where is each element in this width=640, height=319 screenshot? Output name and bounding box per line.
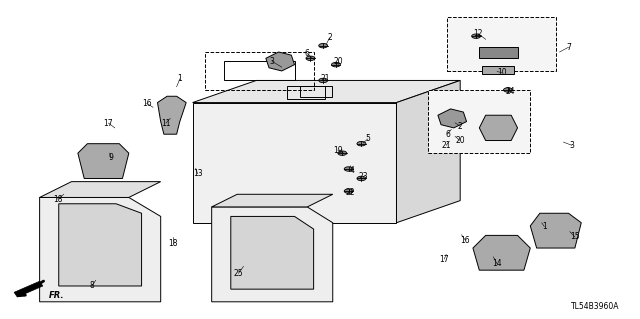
Text: 6: 6 <box>445 130 450 139</box>
Polygon shape <box>396 80 460 223</box>
Polygon shape <box>40 182 161 197</box>
Text: 3: 3 <box>270 57 275 66</box>
Text: 16: 16 <box>460 236 470 245</box>
Bar <box>483 66 515 74</box>
Circle shape <box>357 176 366 181</box>
Text: 13: 13 <box>193 169 202 178</box>
Polygon shape <box>473 235 531 270</box>
Text: 1: 1 <box>542 222 547 231</box>
Text: 10: 10 <box>497 68 506 77</box>
Text: 8: 8 <box>90 281 94 291</box>
Polygon shape <box>266 52 294 71</box>
Circle shape <box>338 151 347 155</box>
Polygon shape <box>231 216 314 289</box>
Text: 4: 4 <box>349 166 355 175</box>
Bar <box>479 47 518 58</box>
Text: 6: 6 <box>305 49 310 58</box>
Bar <box>205 52 314 90</box>
Polygon shape <box>78 144 129 178</box>
Polygon shape <box>212 207 333 302</box>
Circle shape <box>504 88 513 92</box>
Polygon shape <box>212 194 333 207</box>
Polygon shape <box>14 281 43 297</box>
Text: 3: 3 <box>569 141 574 150</box>
Text: 15: 15 <box>570 233 580 241</box>
Polygon shape <box>40 197 161 302</box>
Text: 1: 1 <box>177 74 182 83</box>
Text: 20: 20 <box>333 57 342 66</box>
Circle shape <box>306 56 315 61</box>
Circle shape <box>344 189 353 193</box>
Text: 7: 7 <box>566 43 571 52</box>
Text: 23: 23 <box>358 172 368 182</box>
Text: 22: 22 <box>346 188 355 197</box>
Bar <box>287 86 325 99</box>
Polygon shape <box>479 115 518 141</box>
Polygon shape <box>157 96 186 134</box>
Text: TL54B3960A: TL54B3960A <box>571 302 620 311</box>
Text: 14: 14 <box>492 259 502 268</box>
Text: 18: 18 <box>169 239 178 248</box>
Bar <box>225 62 294 80</box>
Circle shape <box>332 63 340 67</box>
Text: 2: 2 <box>327 33 332 42</box>
Text: 12: 12 <box>474 29 483 38</box>
Circle shape <box>319 43 328 48</box>
Text: 24: 24 <box>505 87 515 96</box>
Text: 21: 21 <box>442 141 451 150</box>
Text: 11: 11 <box>161 119 170 128</box>
Polygon shape <box>193 103 396 223</box>
Circle shape <box>357 141 366 146</box>
Text: 2: 2 <box>458 122 463 131</box>
Text: 20: 20 <box>456 136 465 145</box>
Text: 21: 21 <box>321 74 330 83</box>
Text: 16: 16 <box>142 99 152 108</box>
Text: 18: 18 <box>52 195 62 204</box>
Text: 19: 19 <box>333 145 342 154</box>
Polygon shape <box>438 109 467 128</box>
Circle shape <box>319 78 328 83</box>
Circle shape <box>472 34 481 38</box>
Text: 17: 17 <box>104 119 113 128</box>
Text: 5: 5 <box>365 134 370 144</box>
Text: 9: 9 <box>109 153 113 162</box>
Bar <box>300 86 332 97</box>
Text: FR.: FR. <box>49 291 65 300</box>
Text: 17: 17 <box>440 255 449 263</box>
Text: 25: 25 <box>234 269 243 278</box>
Polygon shape <box>193 80 460 103</box>
Bar <box>447 17 556 71</box>
Circle shape <box>344 167 353 171</box>
Polygon shape <box>531 213 581 248</box>
Polygon shape <box>59 204 141 286</box>
Bar <box>428 90 531 153</box>
